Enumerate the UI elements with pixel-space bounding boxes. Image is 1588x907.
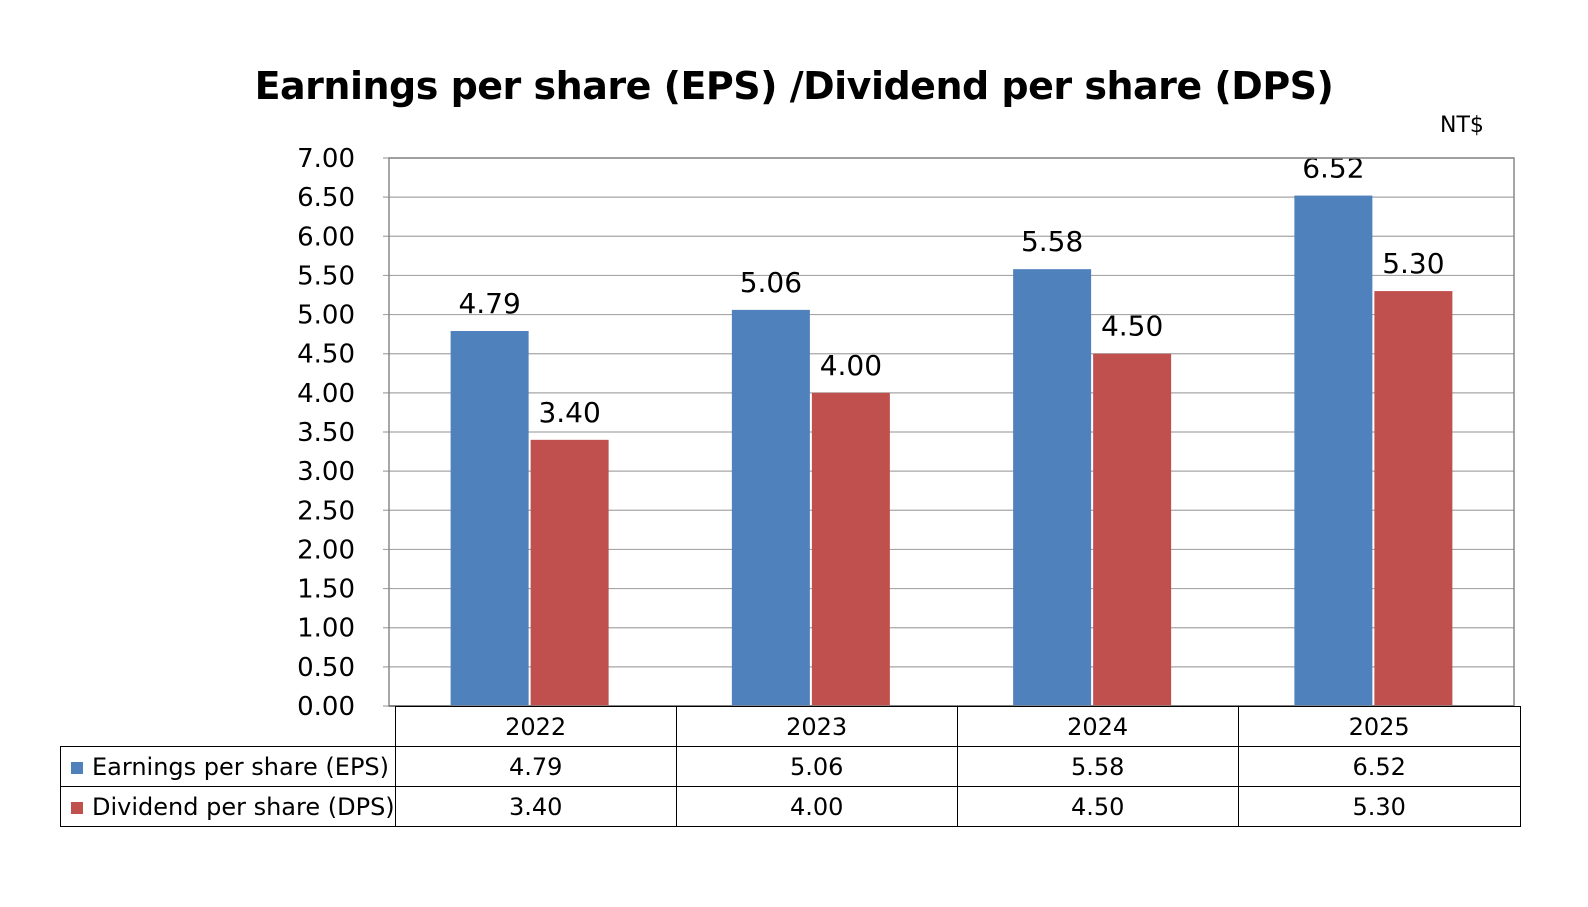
data-labels: 4.79 3.40 5.06 4.00 5.58 4.50 6.52 5.30 bbox=[458, 152, 1444, 429]
data-label: 3.40 bbox=[538, 396, 600, 429]
table-row-dps: Dividend per share (DPS) 3.40 4.00 4.50 … bbox=[60, 786, 1521, 827]
legend-entry-dps: Dividend per share (DPS) bbox=[60, 786, 396, 827]
data-label: 6.52 bbox=[1302, 152, 1364, 185]
y-tick-label: 1.00 bbox=[297, 614, 355, 644]
table-cell: 4.79 bbox=[394, 746, 677, 787]
category-label: 2022 bbox=[394, 706, 677, 747]
legend-label: Dividend per share (DPS) bbox=[92, 792, 395, 821]
table-cell: 4.50 bbox=[956, 786, 1239, 827]
y-tick-label: 5.00 bbox=[297, 301, 355, 331]
table-corner bbox=[60, 706, 396, 747]
bars bbox=[450, 195, 1453, 706]
bar-dps bbox=[811, 392, 890, 706]
chart-title: Earnings per share (EPS) /Dividend per s… bbox=[254, 64, 1334, 108]
data-table: 2022 2023 2024 2025 Earnings per share (… bbox=[60, 706, 1521, 827]
category-label: 2025 bbox=[1237, 706, 1521, 747]
y-tick-label: 4.50 bbox=[297, 340, 355, 370]
table-cell: 4.00 bbox=[675, 786, 958, 827]
y-axis-ticks: 0.000.501.001.502.002.503.003.504.004.50… bbox=[297, 144, 355, 722]
category-label: 2024 bbox=[956, 706, 1239, 747]
y-tick-label: 6.00 bbox=[297, 222, 355, 252]
unit-label: NT$ bbox=[1440, 113, 1484, 138]
table-cell: 3.40 bbox=[394, 786, 677, 827]
bar-dps bbox=[1374, 291, 1453, 706]
y-tick-label: 0.50 bbox=[297, 653, 355, 683]
data-label: 4.79 bbox=[458, 287, 520, 320]
table-row-eps: Earnings per share (EPS) 4.79 5.06 5.58 … bbox=[60, 746, 1521, 787]
y-tick-label: 6.50 bbox=[297, 183, 355, 213]
y-tick-label: 2.50 bbox=[297, 496, 355, 526]
table-header-row: 2022 2023 2024 2025 bbox=[60, 706, 1521, 747]
table-cell: 5.06 bbox=[675, 746, 958, 787]
y-tick-label: 1.50 bbox=[297, 575, 355, 605]
y-tick-label: 2.00 bbox=[297, 535, 355, 565]
table-cell: 6.52 bbox=[1237, 746, 1521, 787]
bar-dps bbox=[530, 439, 609, 706]
legend-entry-eps: Earnings per share (EPS) bbox=[60, 746, 396, 787]
data-label: 4.00 bbox=[820, 349, 882, 382]
bar-eps bbox=[731, 309, 810, 706]
y-tick-label: 5.50 bbox=[297, 261, 355, 291]
legend-swatch-dps bbox=[71, 801, 83, 814]
y-tick-label: 3.50 bbox=[297, 418, 355, 448]
data-label: 4.50 bbox=[1101, 310, 1163, 343]
data-label: 5.58 bbox=[1021, 225, 1083, 258]
data-label: 5.06 bbox=[740, 266, 802, 299]
y-tick-label: 4.00 bbox=[297, 379, 355, 409]
bar-eps bbox=[1013, 269, 1092, 706]
y-tick-label: 7.00 bbox=[297, 144, 355, 174]
table-cell: 5.58 bbox=[956, 746, 1239, 787]
bar-eps bbox=[1294, 195, 1373, 706]
bar-dps bbox=[1093, 353, 1172, 706]
bar-eps bbox=[450, 331, 529, 706]
y-tick-label: 3.00 bbox=[297, 457, 355, 487]
data-label: 5.30 bbox=[1382, 247, 1444, 280]
legend-swatch-eps bbox=[71, 761, 83, 774]
category-label: 2023 bbox=[675, 706, 958, 747]
table-cell: 5.30 bbox=[1237, 786, 1521, 827]
legend-label: Earnings per share (EPS) bbox=[92, 752, 390, 781]
